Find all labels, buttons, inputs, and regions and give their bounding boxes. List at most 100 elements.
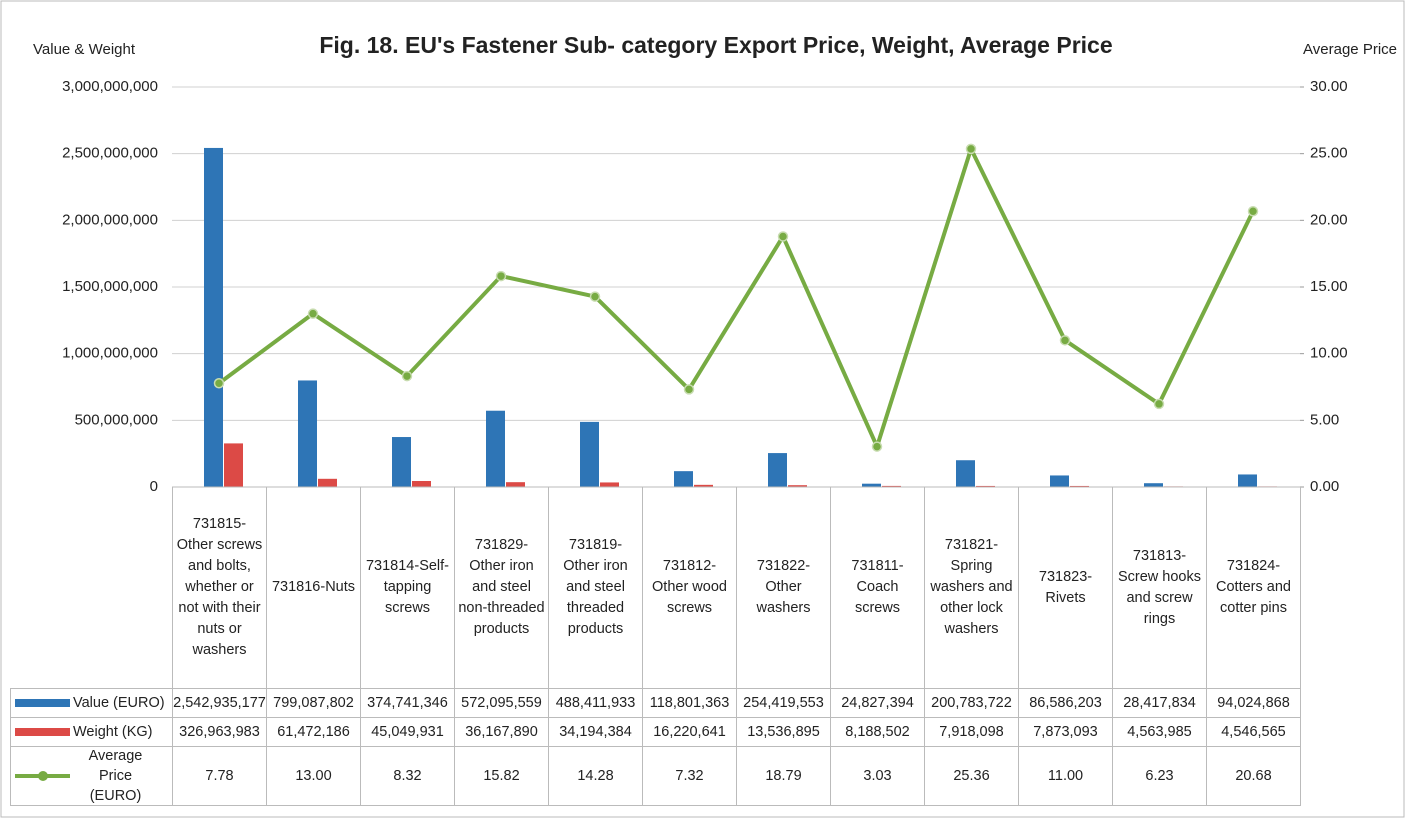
bar: [1070, 485, 1089, 487]
value-cell: 8,188,502: [830, 717, 925, 747]
legend-key: [15, 699, 70, 707]
bar: [318, 478, 337, 487]
bar: [392, 437, 411, 487]
category-cell: 731822-Other washers: [736, 487, 831, 689]
bar: [600, 482, 619, 487]
bar: [862, 483, 881, 487]
y-tick-label: 1,000,000,000: [62, 345, 158, 362]
bar: [298, 380, 317, 487]
value-cell: 15.82: [454, 746, 549, 806]
value-cell: 200,783,722: [924, 688, 1019, 718]
category-cell: 731816-Nuts: [266, 487, 361, 689]
y2-tick-label: 10.00: [1310, 345, 1348, 362]
bar: [956, 460, 975, 487]
category-cell: 731813-Screw hooks and screw rings: [1112, 487, 1207, 689]
legend-cell: Weight (KG): [10, 717, 173, 747]
value-cell: 374,741,346: [360, 688, 455, 718]
y-tick-label: 0: [150, 478, 158, 495]
y-axis-label: Value & Weight: [33, 41, 136, 58]
value-cell: 13.00: [266, 746, 361, 806]
line-marker: [683, 384, 695, 395]
y2-tick-label: 0.00: [1310, 478, 1339, 495]
value-cell: 7.32: [642, 746, 737, 806]
value-cell: 16,220,641: [642, 717, 737, 747]
value-cell: 7,873,093: [1018, 717, 1113, 747]
legend-key: [15, 728, 70, 736]
category-cell: 731812-Other wood screws: [642, 487, 737, 689]
line-marker: [777, 231, 789, 242]
line-marker: [1247, 206, 1259, 217]
value-cell: 7.78: [172, 746, 267, 806]
value-cell: 14.28: [548, 746, 643, 806]
value-cell: 45,049,931: [360, 717, 455, 747]
value-cell: 25.36: [924, 746, 1019, 806]
bar: [882, 485, 901, 487]
bar: [768, 453, 787, 487]
category-cell: 731824-Cotters and cotter pins: [1206, 487, 1301, 689]
legend-label: Value (EURO): [73, 695, 165, 711]
bar: [486, 410, 505, 487]
value-cell: 24,827,394: [830, 688, 925, 718]
value-cell: 4,546,565: [1206, 717, 1301, 747]
value-cell: 799,087,802: [266, 688, 361, 718]
bar: [1144, 483, 1163, 487]
category-cell: 731814-Self-tapping screws: [360, 487, 455, 689]
bar: [1050, 475, 1069, 487]
value-cell: 34,194,384: [548, 717, 643, 747]
value-cell: 118,801,363: [642, 688, 737, 718]
bar: [224, 443, 243, 487]
value-cell: 18.79: [736, 746, 831, 806]
value-cell: 4,563,985: [1112, 717, 1207, 747]
category-cell: 731815-Other screws and bolts, whether o…: [172, 487, 267, 689]
category-cell: 731823-Rivets: [1018, 487, 1113, 689]
bar: [412, 480, 431, 487]
value-cell: 7,918,098: [924, 717, 1019, 747]
y2-tick-label: 15.00: [1310, 278, 1348, 295]
value-cell: 20.68: [1206, 746, 1301, 806]
y-tick-label: 500,000,000: [75, 411, 158, 428]
line-marker: [871, 441, 883, 452]
value-cell: 61,472,186: [266, 717, 361, 747]
value-cell: 6.23: [1112, 746, 1207, 806]
line-marker: [213, 378, 225, 389]
category-cell: 731811-Coach screws: [830, 487, 925, 689]
value-cell: 572,095,559: [454, 688, 549, 718]
value-cell: 254,419,553: [736, 688, 831, 718]
value-cell: 3.03: [830, 746, 925, 806]
category-cell: 731819-Other iron and steel threaded pro…: [548, 487, 643, 689]
legend-label: Average Price (EURO): [88, 748, 143, 804]
y-tick-label: 2,500,000,000: [62, 145, 158, 162]
value-cell: 2,542,935,177: [172, 688, 267, 718]
legend-label: Weight (KG): [73, 724, 153, 740]
y2-axis-label: Average Price: [1303, 41, 1397, 58]
value-cell: 86,586,203: [1018, 688, 1113, 718]
line-marker: [495, 270, 507, 282]
line-marker: [1059, 335, 1071, 346]
value-cell: 94,024,868: [1206, 688, 1301, 718]
category-cell: 731821-Spring washers and other lock was…: [924, 487, 1019, 689]
y-tick-label: 1,500,000,000: [62, 278, 158, 295]
bar: [204, 147, 223, 488]
line: [217, 146, 1255, 449]
value-cell: 36,167,890: [454, 717, 549, 747]
value-cell: 8.32: [360, 746, 455, 806]
y-tick-label: 3,000,000,000: [62, 78, 158, 95]
y2-tick-label: 25.00: [1310, 145, 1348, 162]
bar: [788, 485, 807, 487]
legend-marker: [38, 771, 48, 781]
bar: [976, 485, 995, 487]
bar: [694, 484, 713, 487]
legend-cell: Value (EURO): [10, 688, 173, 718]
bar: [1238, 474, 1257, 487]
line-marker: [307, 308, 319, 319]
bar: [580, 421, 599, 487]
y2-tick-label: 30.00: [1310, 78, 1348, 95]
value-cell: 13,536,895: [736, 717, 831, 747]
legend-key: [15, 771, 70, 781]
value-cell: 326,963,983: [172, 717, 267, 747]
chart-title: Fig. 18. EU's Fastener Sub- category Exp…: [319, 32, 1112, 58]
value-cell: 28,417,834: [1112, 688, 1207, 718]
y-tick-label: 2,000,000,000: [62, 211, 158, 228]
